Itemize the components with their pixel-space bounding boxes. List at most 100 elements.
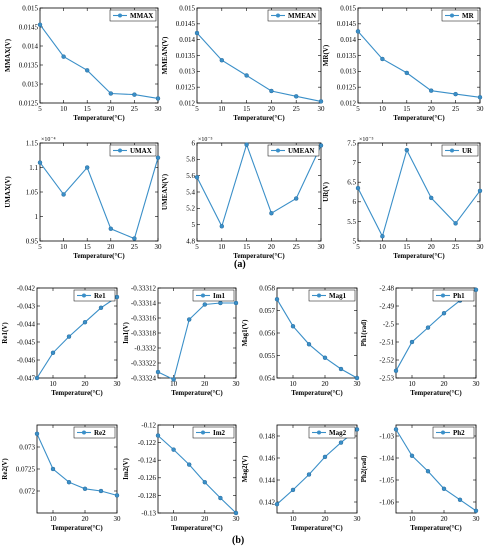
legend-label: UMEAN: [288, 147, 314, 155]
y-tick-label: 0.015: [22, 4, 38, 12]
data-point: [354, 375, 360, 381]
legend-label: MMAX: [130, 12, 153, 20]
x-axis-label: Temperature(°C): [393, 252, 445, 260]
data-point: [84, 68, 90, 73]
y-tick-label: -2.48: [379, 284, 394, 292]
data-point: [155, 369, 161, 375]
x-tick-label: 20: [201, 380, 209, 388]
x-tick-label: 10: [60, 243, 68, 251]
y-tick-label: 0.012: [179, 99, 195, 107]
plot-frame: [357, 7, 481, 104]
data-point: [269, 88, 274, 94]
x-tick-label: 30: [155, 243, 163, 251]
y-tick-label: 0.0125: [337, 84, 357, 92]
legend-label: Mag2: [329, 429, 347, 437]
data-point: [290, 324, 296, 329]
data-point: [108, 226, 114, 231]
x-tick-label: 30: [473, 515, 481, 523]
data-point: [269, 211, 274, 216]
x-tick-label: 20: [82, 380, 90, 388]
x-tick-label: 25: [131, 105, 139, 113]
data-point: [155, 155, 161, 160]
x-tick-label: 10: [290, 515, 298, 523]
x-tick-label: 15: [243, 243, 251, 251]
series-line: [36, 433, 118, 496]
data-point: [318, 99, 324, 104]
y-tick-label: -2.52: [379, 356, 394, 364]
x-tick-label: 10: [409, 380, 417, 388]
y-tick-label: -0.042: [17, 284, 36, 292]
y-tick-label: -0.045: [17, 338, 36, 346]
y-tick-label: -1.04: [379, 454, 394, 462]
data-point: [425, 325, 431, 330]
x-tick-label: 20: [201, 515, 209, 523]
y-tick-label: 0.014: [179, 36, 195, 44]
series-line: [276, 428, 358, 505]
data-point: [274, 297, 280, 302]
legend-label: Re2: [94, 429, 106, 437]
x-tick-label: 15: [84, 243, 92, 251]
data-point: [34, 375, 40, 381]
y-axis-label: MMAX(V): [4, 38, 12, 72]
y-tick-label: 5.6: [186, 172, 195, 180]
x-tick-label: 20: [82, 515, 90, 523]
y-tick-label: 0.0145: [176, 20, 196, 28]
y-axis-label: UMAX(V): [4, 176, 12, 208]
y-tick-label: 0.015: [179, 4, 195, 12]
legend-box: [308, 289, 356, 302]
y-tick-label: -0.046: [17, 356, 36, 364]
series-line: [395, 289, 477, 372]
data-point: [61, 192, 66, 197]
x-axis-label: Temperature(°C): [410, 389, 462, 397]
y-tick-label: 6: [353, 198, 357, 206]
y-tick-label: -0.33316: [131, 314, 157, 322]
data-point: [37, 160, 43, 165]
y-axis-label: Im1(V): [122, 321, 130, 343]
y-tick-label: 0.012: [340, 99, 356, 107]
data-point: [404, 70, 409, 76]
y-tick-label: 5.5: [347, 218, 356, 226]
y-axis-label: Ph2(rad): [360, 455, 368, 483]
y-tick-label: 0.056: [259, 329, 275, 337]
legend-swatch-marker: [82, 293, 86, 298]
plot-frame: [276, 287, 358, 379]
data-point: [355, 185, 361, 191]
y-axis-label: UR(V): [322, 181, 330, 201]
x-tick-label: 30: [233, 380, 241, 388]
x-axis-label: Temperature(°C): [51, 389, 103, 397]
x-tick-label: 10: [50, 515, 58, 523]
legend-box: [73, 426, 116, 439]
y-axis-label: Re2(V): [1, 458, 9, 480]
y-tick-label: 0.054: [259, 374, 275, 382]
y-axis-label: UMEAN(V): [161, 173, 169, 210]
data-point: [37, 22, 43, 27]
axis-exponent: ×10⁻⁵: [198, 137, 213, 143]
x-tick-label: 5: [356, 243, 360, 251]
y-tick-label: 5: [353, 237, 357, 245]
legend-label: UR: [462, 147, 473, 155]
data-point: [409, 453, 415, 458]
data-point: [114, 493, 120, 498]
data-point: [194, 30, 200, 36]
data-point: [453, 91, 458, 97]
legend-swatch-marker: [317, 293, 321, 298]
x-axis-label: Temperature(°C): [171, 389, 223, 397]
data-point: [294, 196, 299, 201]
legend-box: [109, 144, 157, 157]
legend-label: MR: [462, 12, 475, 20]
y-tick-label: 0.0135: [19, 61, 39, 69]
legend-box: [441, 144, 479, 157]
data-point: [66, 334, 72, 339]
data-point: [155, 96, 161, 101]
legend-swatch-marker: [118, 148, 122, 153]
y-tick-label: 0.013: [22, 80, 38, 88]
y-tick-label: -0.122: [138, 439, 157, 447]
data-point: [338, 366, 344, 372]
y-tick-label: -2.53: [379, 374, 394, 382]
x-tick-label: 30: [233, 515, 241, 523]
data-point: [50, 350, 56, 355]
data-point: [114, 294, 120, 300]
data-point: [429, 195, 434, 201]
series-line: [357, 148, 481, 238]
